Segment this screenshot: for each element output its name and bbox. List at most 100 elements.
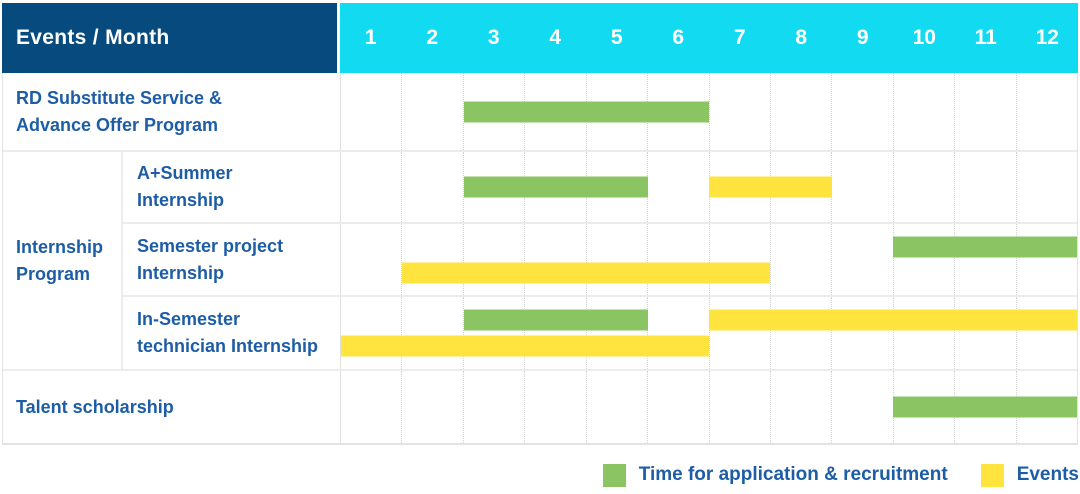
yellow-bar-m2-m7 <box>402 262 771 283</box>
grid-cell <box>402 73 464 150</box>
bar-lines <box>341 152 1077 222</box>
grid-cell <box>955 297 1017 369</box>
yellow-swatch-icon <box>980 463 1004 487</box>
grid-cell <box>771 152 833 222</box>
track-talent-scholarship <box>340 371 1077 443</box>
row-label-semester-project: Semester project Internship <box>123 224 340 295</box>
gantt-chart: Events / Month 1 2 3 4 5 6 7 8 9 10 11 12 RD Substi… <box>2 3 1078 445</box>
grid-cell <box>955 224 1017 295</box>
track-rd-substitute <box>340 73 1077 150</box>
track-a-plus-summer <box>340 152 1077 222</box>
grid-cell <box>955 73 1017 150</box>
month-grid <box>341 224 1077 295</box>
internship-program-group: Internship Program A+Summer Internship S… <box>3 150 1077 371</box>
month-header-7: 7 <box>733 26 746 49</box>
grid-cell <box>464 371 526 443</box>
grid-cell <box>771 224 833 295</box>
month-header-11: 11 <box>974 26 997 49</box>
grid-cell <box>894 73 956 150</box>
row-label-in-semester-technician: In-Semester technician Internship <box>123 297 340 369</box>
bar-line <box>341 174 1077 200</box>
grid-cell <box>525 224 587 295</box>
row-label-a-plus-summer: A+Summer Internship <box>123 152 340 222</box>
grid-cell <box>587 371 649 443</box>
label-line: Talent scholarship <box>16 396 174 417</box>
month-header-12: 12 <box>1035 26 1059 49</box>
label-line: technician Internship <box>137 336 319 356</box>
grid-cell <box>771 73 833 150</box>
label-line: Advance Offer Program <box>16 114 219 135</box>
month-header-3: 3 <box>487 26 500 49</box>
row-semester-project: Semester project Internship <box>123 222 1077 295</box>
grid-cell <box>402 152 464 222</box>
grid-cell <box>771 297 833 369</box>
bar-line <box>341 99 1077 125</box>
green-bar-m3-m6 <box>463 101 709 122</box>
header-row: Events / Month 1 2 3 4 5 6 7 8 9 10 11 12 <box>2 3 1078 73</box>
grid-cell <box>402 224 464 295</box>
grid-cell <box>341 297 403 369</box>
track-semester-project <box>340 224 1077 295</box>
grid-cell <box>771 371 833 443</box>
bar-line <box>341 394 1077 420</box>
yellow-bar-m7-m8 <box>709 176 832 198</box>
grid-cell <box>525 371 587 443</box>
label-line: Internship <box>137 262 225 283</box>
yellow-bar-m1-m6 <box>341 335 709 357</box>
grid-cell <box>587 297 649 369</box>
grid-cell <box>832 73 894 150</box>
month-header-1: 1 <box>364 26 377 49</box>
grid-cell <box>402 371 464 443</box>
month-grid <box>341 297 1077 369</box>
label-line: In-Semester <box>137 309 241 329</box>
group-label-internship-program: Internship Program <box>3 152 121 369</box>
bar-lines <box>341 297 1077 369</box>
bar-line <box>341 307 1077 333</box>
label-line: RD Substitute Service & <box>16 87 223 108</box>
row-talent-scholarship: Talent scholarship <box>3 371 1077 443</box>
grid-cell <box>648 224 710 295</box>
grid-cell <box>402 297 464 369</box>
bar-line <box>341 260 1077 286</box>
grid-cell <box>894 297 956 369</box>
bar-lines <box>341 224 1077 295</box>
legend-label: Time for application & recruitment <box>638 464 948 485</box>
grid-cell <box>648 297 710 369</box>
month-header-4: 4 <box>549 26 562 49</box>
label-line: Internship <box>137 190 225 210</box>
grid-cell <box>464 224 526 295</box>
grid-cell <box>832 152 894 222</box>
label-line: Internship <box>16 236 104 257</box>
gantt-body: RD Substitute Service & Advance Offer Pr… <box>2 73 1078 445</box>
grid-cell <box>525 297 587 369</box>
row-rd-substitute: RD Substitute Service & Advance Offer Pr… <box>3 73 1077 150</box>
month-header-6: 6 <box>672 26 685 49</box>
grid-cell <box>955 152 1017 222</box>
grid-cell <box>710 73 771 150</box>
grid-cell <box>832 297 894 369</box>
internship-program-rows: A+Summer Internship Semester project Int… <box>121 152 1077 369</box>
grid-cell <box>341 371 403 443</box>
grid-cell <box>710 371 771 443</box>
bar-lines <box>341 73 1077 150</box>
row-label-rd-substitute: RD Substitute Service & Advance Offer Pr… <box>3 73 340 150</box>
label-line: Semester project <box>137 235 284 256</box>
grid-cell <box>341 224 403 295</box>
grid-cell <box>648 371 710 443</box>
row-label-talent-scholarship: Talent scholarship <box>3 371 340 443</box>
grid-cell <box>894 224 956 295</box>
yellow-bar-m7-m12 <box>709 309 1077 331</box>
row-a-plus-summer: A+Summer Internship <box>123 152 1077 222</box>
label-line: A+Summer <box>137 163 233 183</box>
grid-cell <box>894 152 956 222</box>
green-bar-m10-m12 <box>893 396 1077 418</box>
corner-header-cell: Events / Month <box>2 3 340 73</box>
green-bar-m10-m12 <box>893 236 1077 257</box>
grid-cell <box>464 297 526 369</box>
row-in-semester-technician: In-Semester technician Internship <box>123 295 1077 369</box>
bar-line <box>341 333 1077 359</box>
green-swatch-icon <box>602 463 626 487</box>
grid-cell <box>648 73 710 150</box>
month-header-9: 9 <box>856 26 869 49</box>
grid-cell <box>341 73 403 150</box>
